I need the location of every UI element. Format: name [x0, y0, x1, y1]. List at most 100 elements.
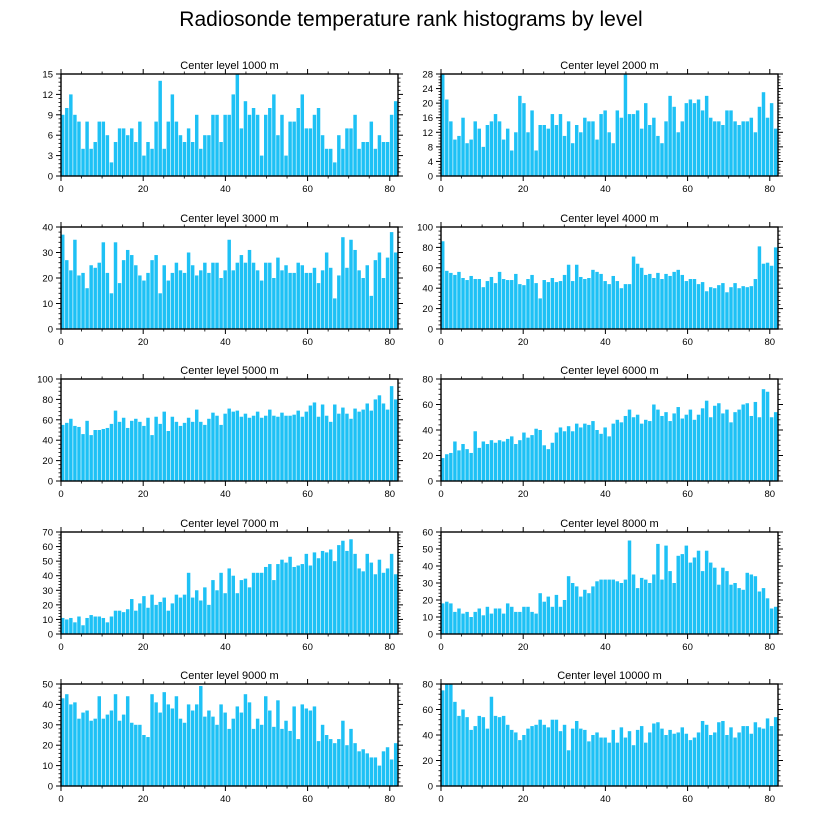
histogram-bar [97, 616, 101, 634]
histogram-bar [765, 718, 770, 786]
histogram-bar [542, 724, 546, 786]
histogram-bar [65, 422, 69, 481]
histogram-bar [522, 735, 526, 786]
histogram-bar [615, 419, 620, 481]
histogram-bar [138, 724, 142, 786]
histogram-bar [223, 593, 227, 634]
histogram-bar [377, 252, 382, 329]
panel-title: Center level 2000 m [560, 60, 658, 72]
histogram-bar [251, 572, 256, 634]
histogram-bar [749, 415, 754, 481]
histogram-bar [769, 265, 774, 329]
histogram-bar [449, 272, 453, 329]
histogram-bar [320, 724, 325, 786]
histogram-bar [85, 617, 89, 634]
histogram-bar [461, 278, 465, 329]
histogram-bar [534, 613, 538, 634]
histogram-bar [243, 413, 248, 481]
histogram-bar [737, 588, 741, 634]
histogram-bar [591, 269, 595, 329]
y-tick-label: 20 [42, 600, 53, 611]
histogram-bar [203, 135, 207, 176]
histogram-bar [373, 574, 378, 634]
histogram-bar [109, 616, 114, 634]
histogram-bar [749, 574, 754, 634]
histogram-bar [627, 731, 632, 786]
histogram-bar [704, 724, 709, 786]
x-tick-label: 60 [302, 184, 313, 195]
histogram-bar [518, 611, 522, 634]
histogram-bar [178, 425, 183, 481]
histogram-bar [485, 606, 490, 634]
histogram-bar [316, 741, 321, 786]
histogram-bar [166, 610, 171, 634]
histogram-bar [684, 281, 689, 329]
histogram-bar [154, 121, 158, 176]
histogram-bar [566, 426, 571, 481]
histogram-bar [773, 606, 778, 634]
histogram-bar [312, 267, 317, 329]
histogram-bar [85, 288, 89, 329]
histogram-bar [457, 715, 461, 787]
histogram-bar [353, 114, 357, 176]
histogram-bar [554, 125, 559, 176]
histogram-bar [264, 415, 268, 481]
y-tick-label: 30 [42, 720, 53, 731]
histogram-bar [644, 274, 648, 329]
histogram-bar [207, 604, 211, 634]
histogram-bar [227, 239, 231, 329]
histogram-bar [558, 281, 563, 329]
histogram-bar [741, 726, 745, 786]
histogram-bar [469, 729, 473, 786]
histogram-bar [595, 581, 599, 634]
histogram-bar [522, 432, 526, 481]
histogram-bar [514, 732, 518, 786]
histogram-bar [745, 287, 749, 329]
x-tick-label: 80 [764, 184, 775, 195]
histogram-bar [562, 274, 567, 329]
x-tick-label: 0 [438, 794, 443, 805]
histogram-bar [276, 135, 280, 176]
histogram-bar [239, 712, 244, 786]
y-tick-label: 0 [48, 477, 53, 488]
histogram-bar [627, 409, 632, 481]
histogram-bar [615, 110, 620, 176]
histogram-bar [264, 262, 268, 329]
histogram-bar [566, 121, 571, 176]
histogram-bar [558, 427, 563, 481]
histogram-bar [562, 431, 567, 481]
histogram-bar [186, 252, 191, 329]
histogram-bar [308, 405, 313, 481]
histogram-bar [162, 265, 166, 329]
histogram-bar [676, 269, 680, 329]
histogram-bar [65, 108, 69, 176]
histogram-bar [296, 108, 300, 176]
histogram-bar [668, 95, 672, 176]
histogram-bar [603, 737, 607, 786]
histogram-bar [369, 757, 374, 786]
histogram-bar [542, 445, 546, 481]
histogram-bar [316, 416, 321, 481]
histogram-bar [725, 735, 729, 786]
histogram-bar [97, 430, 101, 481]
y-tick-label: 0 [428, 782, 433, 793]
histogram-bar [117, 283, 122, 329]
histogram-bar [69, 270, 73, 329]
y-tick-label: 100 [417, 223, 433, 234]
histogram-bar [377, 765, 382, 786]
histogram-bar [272, 580, 276, 634]
histogram-bar [170, 416, 175, 481]
histogram-bar [672, 271, 676, 329]
histogram-bar [757, 246, 762, 329]
histogram-bar [337, 275, 341, 329]
histogram-bar [595, 430, 599, 481]
histogram-bar [81, 712, 85, 786]
histogram-bar [207, 418, 211, 481]
histogram-bar [489, 696, 494, 786]
plot-frame [60, 531, 399, 635]
histogram-bar [61, 114, 65, 176]
histogram-bar [130, 255, 134, 329]
histogram-bar [93, 267, 97, 329]
histogram-bar [81, 434, 85, 481]
x-tick-label: 80 [384, 794, 395, 805]
